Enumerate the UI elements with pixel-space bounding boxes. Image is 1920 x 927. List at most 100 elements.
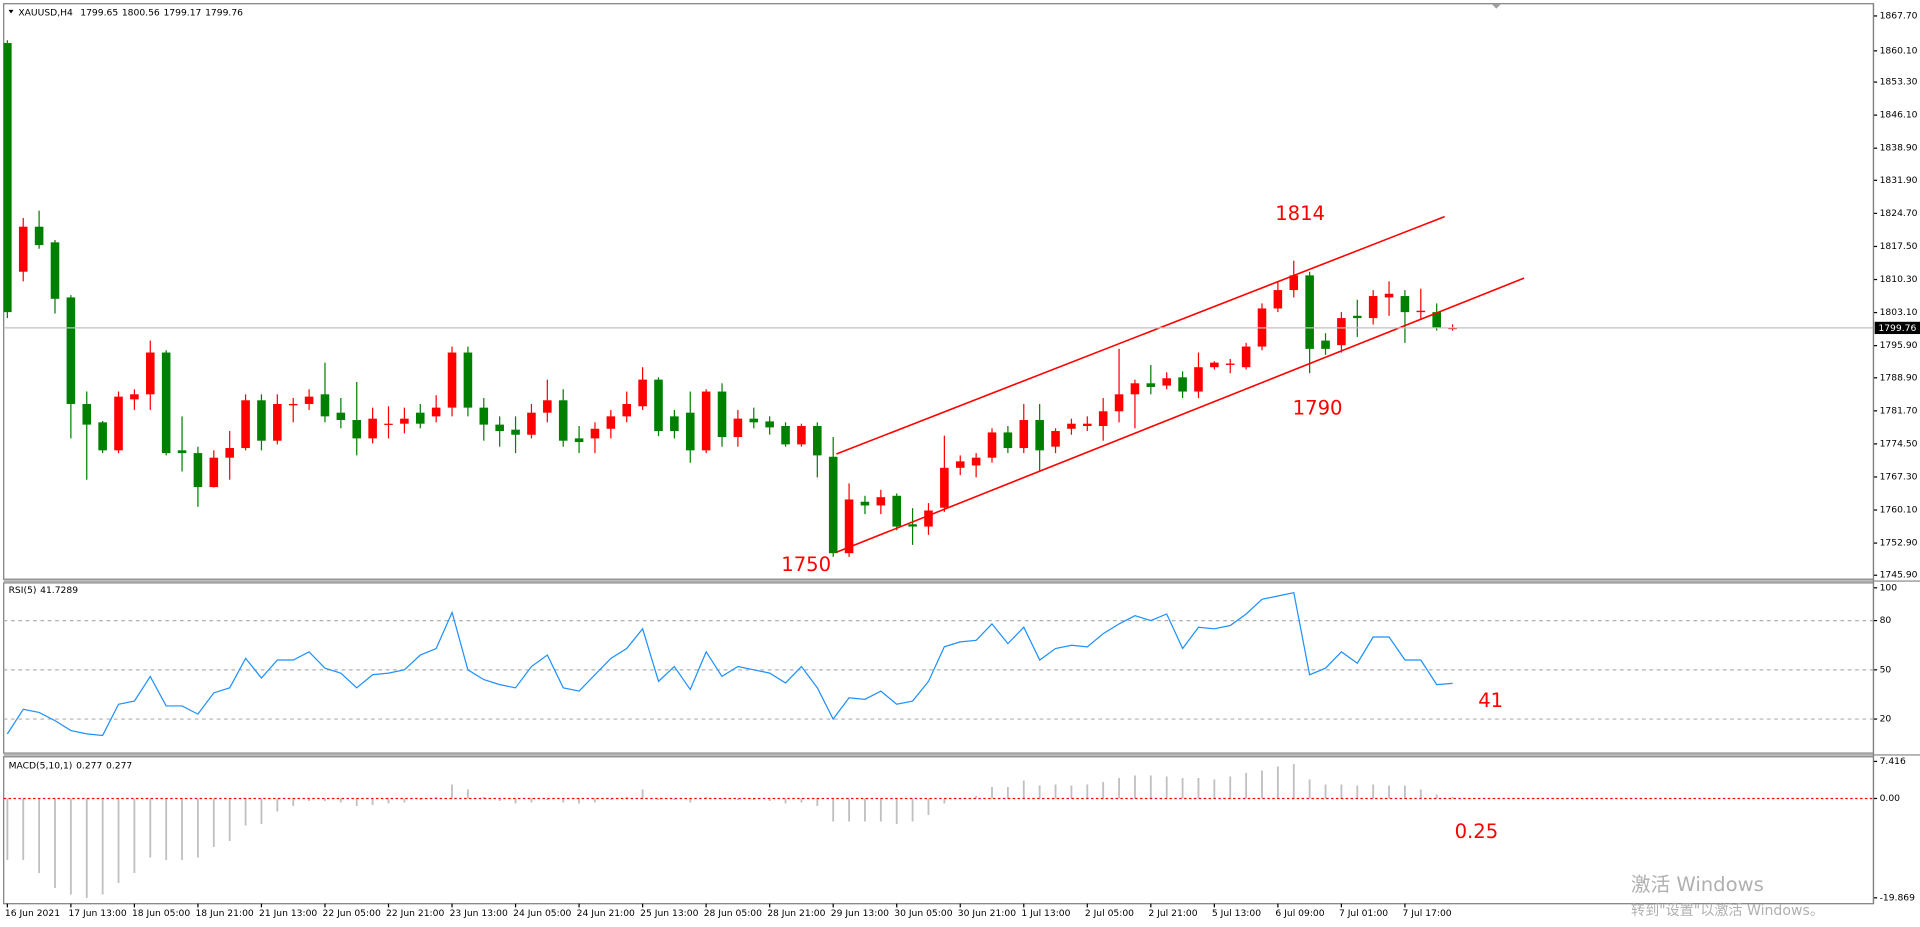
candle-body bbox=[209, 457, 219, 488]
macd-bar bbox=[324, 798, 326, 801]
x-tick-label: 25 Jun 13:00 bbox=[640, 908, 698, 919]
macd-bar bbox=[244, 798, 247, 826]
macd-bar bbox=[864, 798, 866, 822]
macd-bar bbox=[1054, 784, 1057, 799]
candle-body bbox=[257, 400, 266, 441]
macd-bar bbox=[1070, 785, 1073, 799]
candle-body bbox=[987, 432, 997, 458]
macd-bar bbox=[705, 796, 708, 799]
candle-body bbox=[18, 226, 28, 272]
macd-bar bbox=[1276, 766, 1279, 799]
macd-bar bbox=[1134, 775, 1136, 799]
candle-body bbox=[1416, 310, 1426, 313]
macd-bar bbox=[1022, 780, 1025, 799]
y-tick-label: 1795.90 bbox=[1880, 340, 1918, 351]
y-tick-label: 1860.10 bbox=[1880, 45, 1918, 56]
candle-body bbox=[1067, 423, 1076, 429]
macd-bar bbox=[1102, 781, 1105, 799]
macd-bar bbox=[991, 786, 993, 799]
macd-bar bbox=[1245, 772, 1248, 799]
candle-body bbox=[98, 422, 107, 451]
macd-bar bbox=[117, 798, 120, 883]
y-tick-label: 1831.90 bbox=[1880, 175, 1918, 186]
candle-body bbox=[527, 412, 536, 435]
candle-body bbox=[1321, 340, 1330, 349]
candle-body bbox=[940, 467, 949, 508]
y-tick-label: 1774.50 bbox=[1880, 438, 1918, 449]
rsi-value: 41.7289 bbox=[40, 585, 78, 596]
macd-bar bbox=[308, 798, 311, 801]
rsi-header: RSI(5) 41.7289 bbox=[9, 585, 79, 596]
candle-body bbox=[288, 403, 298, 406]
candle-body bbox=[511, 429, 520, 435]
x-tick-label: 16 Jun 2021 bbox=[5, 908, 60, 919]
current-price-box bbox=[1874, 321, 1920, 335]
candle-body bbox=[447, 352, 457, 408]
chart-header: XAUUSD,H4 1799.65 1800.56 1799.17 1799.76 bbox=[18, 7, 243, 18]
candle-body bbox=[495, 424, 504, 432]
x-tick-label: 7 Jul 17:00 bbox=[1402, 908, 1451, 919]
macd-bar bbox=[736, 798, 739, 800]
candle-body bbox=[638, 379, 647, 407]
candle-body bbox=[352, 420, 362, 439]
candle-body bbox=[1400, 296, 1410, 313]
candle-body bbox=[813, 426, 822, 456]
candle-body bbox=[384, 423, 393, 425]
candle-body bbox=[1114, 394, 1124, 412]
candle-body bbox=[1384, 293, 1394, 298]
macd-bar bbox=[1006, 786, 1009, 799]
y-tick-label: 0.00 bbox=[1880, 793, 1901, 804]
candle-body bbox=[971, 457, 981, 466]
candle-body bbox=[273, 403, 282, 441]
y-tick-label: 1767.30 bbox=[1880, 471, 1918, 482]
macd-bar bbox=[530, 798, 533, 803]
macd-bar bbox=[6, 798, 9, 860]
candle-body bbox=[368, 418, 377, 439]
candle-body bbox=[1225, 363, 1235, 365]
candle-body bbox=[400, 418, 409, 424]
y-tick-label: 1810.30 bbox=[1880, 274, 1918, 285]
macd-signal-value: 0.277 bbox=[106, 760, 132, 771]
candle-body bbox=[781, 426, 790, 445]
candle-body bbox=[1003, 432, 1013, 449]
macd-bar bbox=[1229, 776, 1232, 799]
macd-bar bbox=[879, 798, 882, 822]
macd-bar bbox=[1086, 784, 1089, 799]
x-tick-label: 1 Jul 13:00 bbox=[1021, 908, 1070, 919]
y-tick-label: 1846.10 bbox=[1880, 110, 1918, 121]
macd-bar bbox=[594, 798, 596, 803]
macd-bar bbox=[387, 798, 390, 804]
candle-body bbox=[479, 407, 489, 425]
macd-bar bbox=[498, 798, 501, 801]
macd-bar bbox=[1356, 785, 1359, 799]
candle-body bbox=[955, 461, 965, 468]
y-tick-label: 80 bbox=[1880, 615, 1892, 626]
candle-body bbox=[415, 412, 425, 424]
candle-body bbox=[336, 412, 346, 421]
low-value: 1799.17 bbox=[163, 7, 201, 18]
macd-bar bbox=[975, 795, 978, 799]
y-tick-label: 1853.30 bbox=[1880, 77, 1918, 88]
y-tick-label: 1838.90 bbox=[1880, 143, 1918, 154]
macd-bar bbox=[1292, 763, 1295, 799]
candle-body bbox=[304, 396, 314, 404]
macd-bar bbox=[1435, 794, 1438, 799]
candle-body bbox=[1162, 378, 1171, 386]
macd-bar bbox=[419, 798, 422, 800]
macd-bar bbox=[943, 798, 946, 804]
macd-bar bbox=[689, 798, 692, 803]
candle-body bbox=[1432, 312, 1441, 329]
symbol: XAUUSD,H4 bbox=[18, 7, 73, 18]
macd-bar bbox=[85, 798, 88, 898]
candle-body bbox=[1083, 423, 1092, 426]
candle-body bbox=[670, 416, 679, 432]
candle-body bbox=[876, 497, 886, 506]
candle-body bbox=[574, 438, 584, 443]
close-value: 1799.76 bbox=[205, 7, 243, 18]
macd-bar bbox=[625, 796, 628, 799]
macd-bar bbox=[1451, 797, 1454, 799]
y-tick-label: 100 bbox=[1880, 582, 1898, 593]
x-tick-label: 2 Jul 21:00 bbox=[1148, 908, 1197, 919]
macd-bar bbox=[1149, 775, 1152, 799]
macd-bar bbox=[181, 798, 183, 860]
